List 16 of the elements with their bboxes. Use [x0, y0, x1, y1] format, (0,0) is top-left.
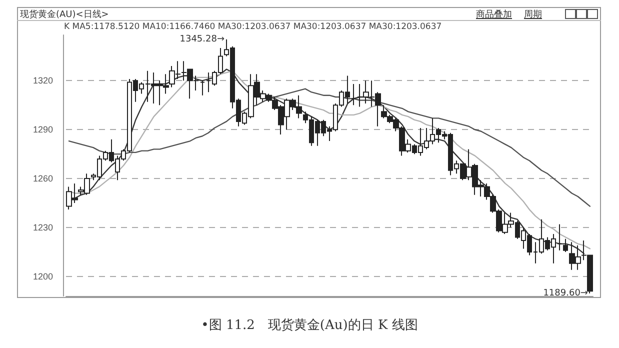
text: •图 11.2 现货黄金(Au)的日 K 线图	[200, 317, 419, 334]
text: 商品叠加	[476, 8, 512, 21]
text: 周期	[524, 8, 542, 21]
annotation: 1345.28→	[180, 34, 225, 44]
text: K MA5:1178.5120 MA10:1166.7460 MA30:1203.0637 MA30:1203.0637 MA30:1203.0637	[64, 22, 442, 32]
candlestick	[200, 80, 205, 96]
candlestick	[563, 238, 568, 252]
line-series	[68, 88, 591, 207]
y-tick-label: 1260	[32, 174, 53, 184]
y-tick-label: 1230	[32, 222, 53, 232]
chart-title: 现货黄金(AU)<日线>	[20, 8, 109, 21]
y-tick-label: 1320	[32, 76, 53, 86]
candlestick	[351, 83, 356, 106]
annotation: 1189.60→	[543, 288, 588, 298]
y-tick-label: 1290	[32, 124, 53, 135]
y-tick-label: 1200	[32, 271, 53, 282]
